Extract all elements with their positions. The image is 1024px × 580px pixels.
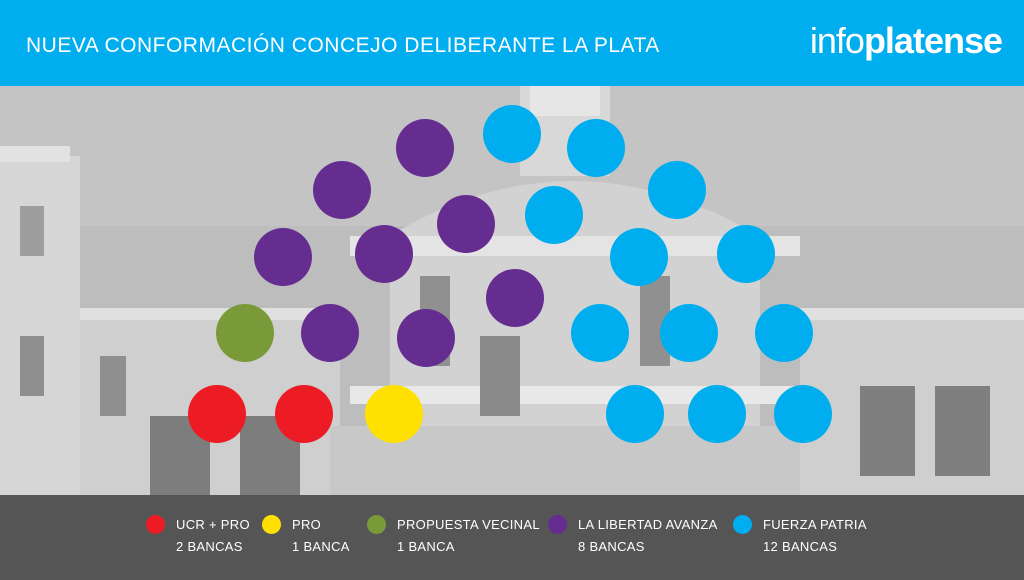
- seat-fuerza-patria: [688, 385, 746, 443]
- legend: UCR + PRO 2 BANCAS PRO 1 BANCA PROPUESTA…: [0, 495, 1024, 580]
- legend-label: PRO: [292, 517, 322, 532]
- brand-logo: infoplatense: [809, 20, 1003, 62]
- seat-ucr-pro: [188, 385, 246, 443]
- seat-la-libertad-avanza: [313, 161, 371, 219]
- brand-logo-light: info: [809, 20, 865, 61]
- legend-swatch-ucr-pro: [146, 515, 165, 534]
- legend-count: 1 BANCA: [397, 539, 455, 554]
- seat-fuerza-patria: [525, 186, 583, 244]
- seat-la-libertad-avanza: [355, 225, 413, 283]
- seat-chart: [188, 105, 832, 443]
- legend-count: 1 BANCA: [292, 539, 350, 554]
- seat-la-libertad-avanza: [254, 228, 312, 286]
- seat-la-libertad-avanza: [437, 195, 495, 253]
- seat-pro: [365, 385, 423, 443]
- seat-la-libertad-avanza: [301, 304, 359, 362]
- legend-count: 2 BANCAS: [176, 539, 243, 554]
- seat-fuerza-patria: [571, 304, 629, 362]
- legend-swatch-propuesta-vecinal: [367, 515, 386, 534]
- legend-count: 8 BANCAS: [578, 539, 645, 554]
- legend-label: FUERZA PATRIA: [763, 517, 867, 532]
- seat-fuerza-patria: [606, 385, 664, 443]
- seat-fuerza-patria: [660, 304, 718, 362]
- legend-swatch-la-libertad-avanza: [548, 515, 567, 534]
- legend-label: UCR + PRO: [176, 517, 250, 532]
- seat-fuerza-patria: [717, 225, 775, 283]
- seat-la-libertad-avanza: [486, 269, 544, 327]
- seat-fuerza-patria: [774, 385, 832, 443]
- seat-la-libertad-avanza: [396, 119, 454, 177]
- brand-logo-bold: platense: [863, 20, 1003, 61]
- seat-fuerza-patria: [483, 105, 541, 163]
- page-title: NUEVA CONFORMACIÓN CONCEJO DELIBERANTE L…: [26, 34, 660, 57]
- seat-fuerza-patria: [610, 228, 668, 286]
- seat-fuerza-patria: [755, 304, 813, 362]
- legend-swatch-fuerza-patria: [733, 515, 752, 534]
- legend-label: PROPUESTA VECINAL: [397, 517, 540, 532]
- seat-fuerza-patria: [567, 119, 625, 177]
- legend-label: LA LIBERTAD AVANZA: [578, 517, 718, 532]
- legend-swatch-pro: [262, 515, 281, 534]
- seat-propuesta-vecinal: [216, 304, 274, 362]
- seat-ucr-pro: [275, 385, 333, 443]
- legend-count: 12 BANCAS: [763, 539, 838, 554]
- seat-fuerza-patria: [648, 161, 706, 219]
- seat-la-libertad-avanza: [397, 309, 455, 367]
- header-bar: NUEVA CONFORMACIÓN CONCEJO DELIBERANTE L…: [0, 0, 1024, 86]
